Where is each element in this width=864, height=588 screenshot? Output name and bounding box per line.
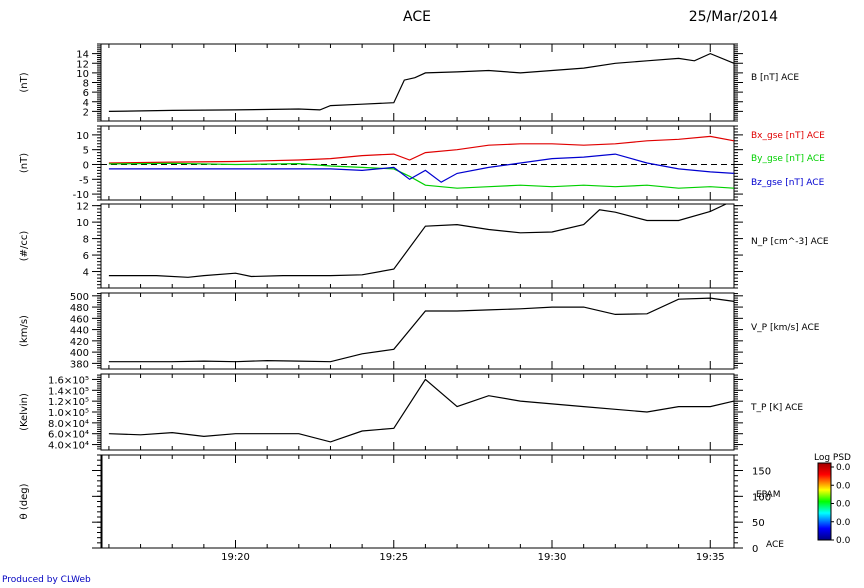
y-axis-label: θ (deg)	[19, 483, 30, 519]
panel-frame	[100, 454, 735, 549]
y-tick-label: 6.0×10⁴	[48, 430, 89, 441]
series-line	[108, 378, 735, 443]
panel-frame	[100, 125, 735, 201]
series-line	[108, 297, 735, 363]
panel-frame	[100, 43, 735, 122]
y-tick-label: 12	[76, 59, 89, 70]
y-tick-label: 1.0×10⁵	[48, 408, 89, 419]
panel-frame	[100, 203, 735, 289]
series-line	[108, 135, 735, 164]
y-tick-label: 420	[70, 337, 89, 348]
y-tick-label: 8.0×10⁴	[48, 419, 89, 430]
y-axis-label: (Kelvin)	[19, 393, 30, 431]
colorbar-tick-label: 0.0	[836, 500, 851, 510]
y-tick-label: 480	[70, 303, 89, 314]
series-legend-label: By_gse [nT] ACE	[751, 154, 825, 164]
y-tick-label: 4	[83, 268, 89, 279]
y-tick-label: 4.0×10⁴	[48, 441, 89, 452]
y-tick-label: 4	[83, 98, 89, 109]
y-tick-label: 440	[70, 326, 89, 337]
colorbar-tick-label: 0.0	[836, 518, 851, 528]
y-tick-label: 0	[752, 544, 758, 555]
y-tick-label: 400	[70, 348, 89, 359]
y-tick-label: 150	[752, 467, 771, 478]
y-tick-label: 6	[83, 251, 89, 262]
panel-frame	[100, 292, 735, 370]
heatmap-legend-label: EPAM	[756, 490, 780, 500]
y-tick-label: 500	[70, 292, 89, 303]
x-tick-label: 19:30	[538, 552, 567, 563]
colorbar-tick-label: 0.0	[836, 481, 851, 491]
y-tick-label: 460	[70, 314, 89, 325]
y-tick-label: 8	[83, 235, 89, 246]
colorbar-gradient	[817, 462, 832, 541]
colorbar-title: Log PSD	[814, 453, 851, 463]
series-line	[108, 153, 735, 183]
y-tick-label: 50	[752, 518, 765, 529]
series-line	[108, 203, 727, 278]
y-tick-label: 12	[76, 202, 89, 213]
y-tick-label: 1.2×10⁵	[48, 397, 89, 408]
credit-text: Produced by CLWeb	[2, 575, 91, 584]
y-tick-label: 10	[76, 218, 89, 229]
y-tick-label: 380	[70, 359, 89, 370]
y-tick-label: 0	[83, 160, 89, 171]
y-tick-label: 8	[83, 79, 89, 90]
y-axis-label: (nT)	[19, 72, 30, 92]
y-tick-label: -5	[79, 175, 89, 186]
y-tick-label: 1.4×10⁵	[48, 386, 89, 397]
series-line	[108, 52, 735, 112]
series-legend-label: T_P [K] ACE	[750, 403, 803, 413]
x-tick-label: 19:25	[379, 552, 408, 563]
y-axis-label: (#/cc)	[19, 231, 30, 262]
y-tick-label: 6	[83, 88, 89, 99]
y-tick-label: 10	[76, 69, 89, 80]
y-tick-label: 1.6×10⁵	[48, 375, 89, 386]
series-line	[108, 162, 735, 189]
y-tick-label: 100	[752, 492, 771, 503]
colorbar-tick-label: 0.0	[836, 463, 851, 473]
series-legend-label: N_P [cm^-3] ACE	[751, 237, 829, 247]
x-tick-label: 19:20	[221, 552, 250, 563]
series-legend-label: V_P [km/s] ACE	[751, 323, 820, 333]
y-tick-label: 5	[83, 146, 89, 157]
y-axis-label: (km/s)	[19, 315, 30, 347]
y-tick-label: -10	[73, 190, 89, 201]
series-legend-label: Bx_gse [nT] ACE	[751, 131, 825, 141]
heatmap-secondary-label: ACE	[766, 540, 784, 550]
y-axis-label: (nT)	[19, 153, 30, 173]
y-tick-label: 14	[76, 50, 89, 61]
y-tick-label: 10	[76, 131, 89, 142]
plot-title: ACE	[403, 9, 431, 25]
plot-date: 25/Mar/2014	[689, 9, 778, 25]
x-tick-label: 19:35	[696, 552, 725, 563]
y-tick-label: 2	[83, 107, 89, 118]
series-legend-label: B [nT] ACE	[751, 73, 799, 83]
colorbar-tick-label: 0.0	[836, 536, 851, 546]
series-legend-label: Bz_gse [nT] ACE	[751, 178, 825, 188]
panel-frame	[100, 373, 735, 451]
